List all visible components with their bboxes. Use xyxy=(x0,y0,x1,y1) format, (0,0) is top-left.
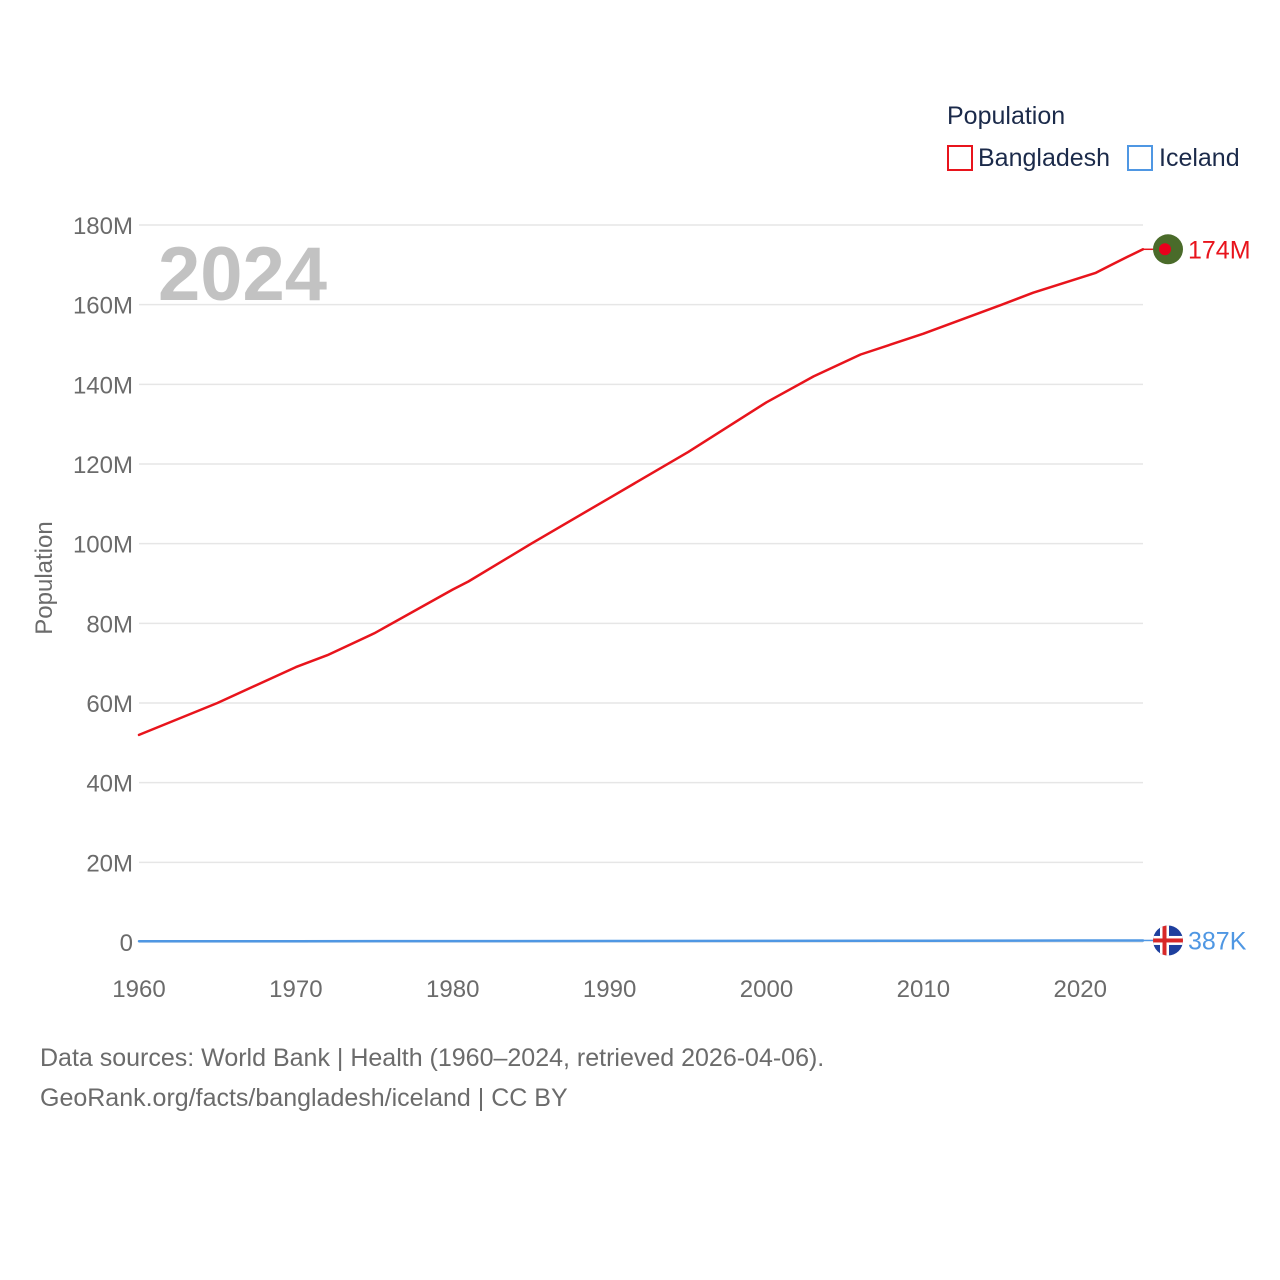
end-value-label-bangladesh: 174M xyxy=(1188,236,1251,264)
grid-lines xyxy=(139,224,1143,943)
x-tick-label: 1970 xyxy=(269,976,322,1003)
x-tick-label: 2000 xyxy=(740,976,793,1003)
legend-item-iceland[interactable]: Iceland xyxy=(1127,144,1240,172)
x-tick-label: 1980 xyxy=(426,976,479,1003)
y-tick-label: 180M xyxy=(73,213,133,240)
y-tick-label: 0 xyxy=(120,930,133,957)
legend-title: Population xyxy=(947,102,1065,130)
x-tick-label: 1960 xyxy=(112,976,165,1003)
y-tick-label: 20M xyxy=(86,850,133,877)
y-tick-label: 160M xyxy=(73,293,133,320)
legend-label-iceland: Iceland xyxy=(1159,144,1240,172)
y-tick-label: 140M xyxy=(73,372,133,399)
legend-label-bangladesh: Bangladesh xyxy=(978,144,1110,172)
y-tick-label: 120M xyxy=(73,452,133,479)
legend: Population Bangladesh Iceland xyxy=(947,102,1240,172)
year-watermark: 2024 xyxy=(158,232,327,317)
y-axis-label: Population xyxy=(31,521,58,634)
footer-attribution: GeoRank.org/facts/bangladesh/iceland | C… xyxy=(40,1084,568,1112)
end-value-label-iceland: 387K xyxy=(1188,927,1247,955)
y-tick-label: 60M xyxy=(86,691,133,718)
x-tick-label: 2020 xyxy=(1054,976,1107,1003)
y-axis: 0 20M 40M 60M 80M 100M 120M 140M 160M 180M xyxy=(73,213,133,957)
iceland-flag-icon xyxy=(1153,925,1183,956)
series-line-bangladesh[interactable] xyxy=(137,248,1145,737)
series-line-iceland[interactable] xyxy=(137,939,1145,943)
flag-body xyxy=(1153,925,1183,956)
flag-disc xyxy=(1159,243,1171,256)
legend-item-bangladesh[interactable]: Bangladesh xyxy=(947,144,1110,172)
bangladesh-flag-icon xyxy=(1153,234,1183,265)
series-lines xyxy=(137,248,1145,943)
footer-sources: Data sources: World Bank | Health (1960–… xyxy=(40,1044,825,1072)
series-end-markers: 174M 387K xyxy=(1143,234,1251,956)
x-tick-label: 1990 xyxy=(583,976,636,1003)
y-tick-label: 80M xyxy=(86,611,133,638)
legend-swatch-bangladesh xyxy=(947,145,973,171)
y-tick-label: 100M xyxy=(73,532,133,559)
x-tick-label: 2010 xyxy=(897,976,950,1003)
x-axis: 1960 1970 1980 1990 2000 2010 2020 xyxy=(112,976,1107,1003)
y-tick-label: 40M xyxy=(86,771,133,798)
legend-swatch-iceland xyxy=(1127,145,1153,171)
